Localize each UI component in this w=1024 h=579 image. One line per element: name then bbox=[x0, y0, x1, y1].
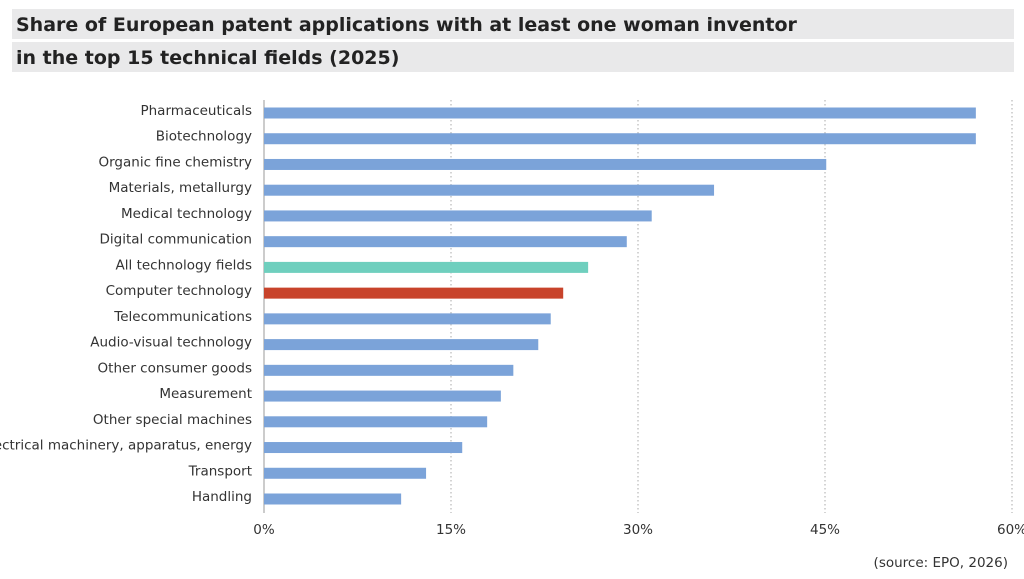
bar bbox=[264, 494, 401, 505]
y-tick-label: Measurement bbox=[159, 386, 252, 402]
y-tick-label: Telecommunications bbox=[113, 309, 252, 325]
bar bbox=[264, 108, 976, 119]
bar bbox=[264, 313, 551, 324]
bar bbox=[264, 391, 501, 402]
bar bbox=[264, 236, 627, 247]
bar bbox=[264, 339, 538, 350]
x-tick-label: 15% bbox=[436, 522, 466, 538]
y-tick-label: Organic fine chemistry bbox=[98, 154, 252, 170]
y-tick-label: Handling bbox=[192, 489, 252, 505]
bar bbox=[264, 262, 588, 273]
y-tick-label: Audio-visual technology bbox=[90, 335, 252, 351]
y-tick-label: Biotechnology bbox=[156, 129, 252, 145]
x-tick-label: 60% bbox=[997, 522, 1024, 538]
y-tick-label: Digital communication bbox=[100, 232, 252, 248]
bar bbox=[264, 210, 652, 221]
y-tick-label: Transport bbox=[188, 463, 252, 479]
x-tick-label: 45% bbox=[810, 522, 840, 538]
y-tick-label: Computer technology bbox=[106, 283, 252, 299]
y-tick-label: Other special machines bbox=[93, 412, 252, 428]
bar bbox=[264, 288, 563, 299]
y-tick-label: Pharmaceuticals bbox=[140, 103, 252, 119]
x-tick-label: 0% bbox=[253, 522, 275, 538]
y-tick-label: Other consumer goods bbox=[98, 360, 252, 376]
bar bbox=[264, 468, 426, 479]
bar bbox=[264, 416, 487, 427]
y-tick-label: All technology fields bbox=[116, 257, 252, 273]
source-note: (source: EPO, 2026) bbox=[874, 555, 1008, 571]
bar bbox=[264, 133, 976, 144]
y-tick-label: Materials, metallurgy bbox=[109, 180, 252, 196]
y-tick-label: Medical technology bbox=[121, 206, 252, 222]
x-tick-label: 30% bbox=[623, 522, 653, 538]
bar bbox=[264, 185, 714, 196]
y-tick-label: Electrical machinery, apparatus, energy bbox=[0, 438, 252, 454]
bar bbox=[264, 442, 462, 453]
bar bbox=[264, 365, 513, 376]
bar bbox=[264, 159, 826, 170]
